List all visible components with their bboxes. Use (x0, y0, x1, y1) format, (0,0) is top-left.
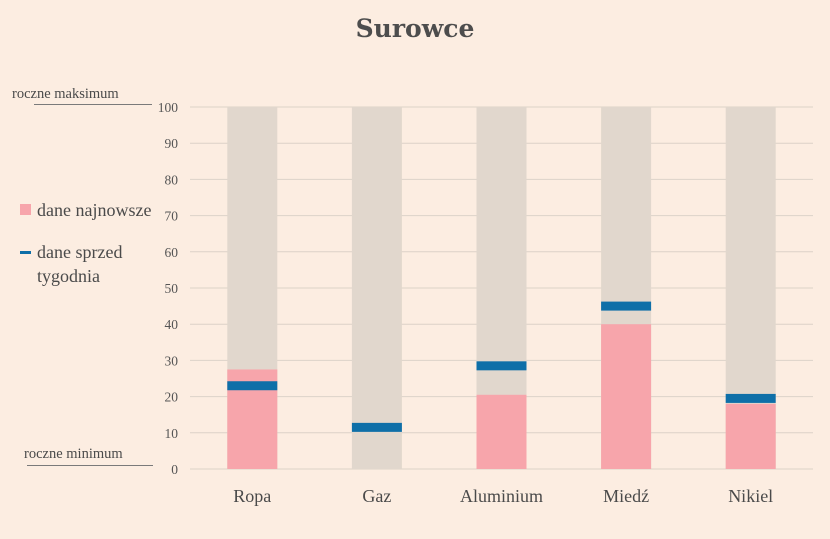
legend-item-week-ago: dane sprzed tygodnia (20, 240, 155, 288)
x-tick-label: Gaz (362, 486, 391, 506)
chart-title: Surowce (355, 14, 475, 43)
y-tick-label: 100 (158, 100, 179, 115)
latest-bar (476, 394, 527, 469)
week-ago-marker (476, 361, 527, 371)
legend-label-week-ago: dane sprzed tygodnia (37, 242, 123, 286)
y-tick-label: 40 (165, 317, 179, 332)
week-ago-marker (227, 381, 278, 391)
x-tick-label: Miedź (603, 486, 649, 506)
legend: dane najnowsze dane sprzed tygodnia (20, 198, 155, 288)
legend-swatch-latest (20, 204, 31, 215)
y-tick-label: 0 (171, 462, 178, 477)
x-tick-label: Ropa (233, 486, 271, 506)
y-tick-label: 60 (165, 245, 179, 260)
y-tick-label: 50 (165, 281, 179, 296)
week-ago-marker (351, 422, 402, 432)
legend-swatch-week-ago (20, 251, 31, 254)
range-bar (351, 107, 402, 469)
y-tick-label: 90 (165, 136, 179, 151)
week-ago-marker (725, 393, 776, 403)
y-tick-label: 70 (165, 209, 179, 224)
y-tick-label: 10 (165, 426, 179, 441)
legend-item-latest: dane najnowsze (20, 198, 155, 222)
legend-label-latest: dane najnowsze (37, 200, 152, 220)
y-tick-label: 80 (165, 172, 179, 187)
annual-min-label: roczne minimum (24, 446, 123, 462)
y-tick-label: 30 (165, 353, 179, 368)
annual-max-line (34, 104, 152, 105)
week-ago-marker (601, 301, 652, 311)
latest-bar (725, 403, 776, 469)
annual-min-line (27, 465, 153, 466)
y-tick-label: 20 (165, 390, 179, 405)
x-tick-label: Nikiel (728, 486, 773, 506)
x-tick-label: Aluminium (460, 486, 543, 506)
annual-max-label: roczne maksimum (12, 86, 119, 102)
latest-bar (601, 324, 652, 469)
